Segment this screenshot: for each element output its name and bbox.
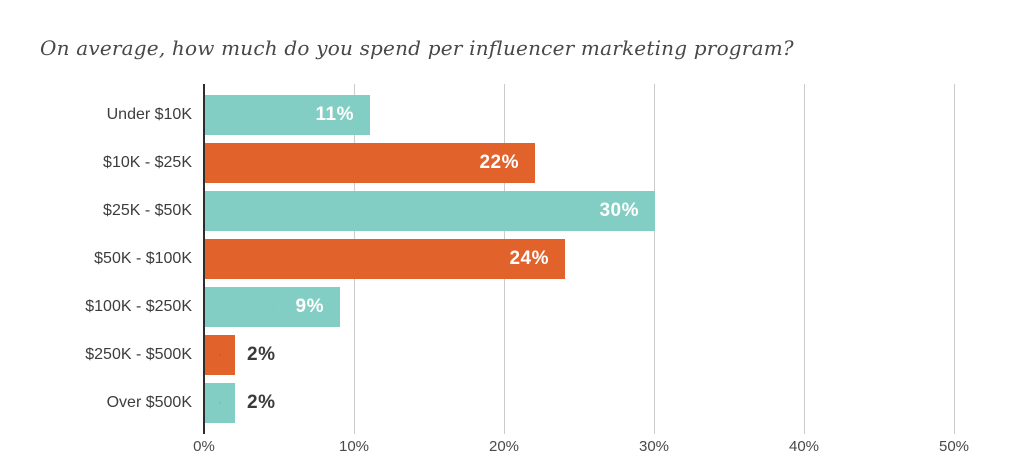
gridline (654, 84, 655, 434)
category-label: $100K - $250K (85, 298, 192, 315)
value-label: 22% (479, 152, 519, 173)
gridline (954, 84, 955, 434)
value-label: 24% (509, 248, 549, 269)
x-tick-label: 40% (788, 438, 820, 455)
x-tick-label: 20% (488, 438, 520, 455)
x-tick-label: 30% (638, 438, 670, 455)
category-label: $10K - $25K (103, 154, 192, 171)
bar: 24% (205, 239, 565, 279)
bar-row: $50K - $100K 24% (0, 239, 1024, 279)
gridline (804, 84, 805, 434)
chart-title: On average, how much do you spend per in… (40, 36, 794, 60)
category-label: $50K - $100K (94, 250, 192, 267)
x-tick-label: 10% (338, 438, 370, 455)
category-label: $250K - $500K (85, 346, 192, 363)
bar-row: Over $500K 2% (0, 383, 1024, 423)
x-tick-label: 0% (193, 438, 215, 455)
value-label: 9% (295, 296, 324, 317)
x-tick-label: 50% (938, 438, 970, 455)
category-label: Under $10K (106, 106, 192, 123)
category-label: Over $500K (106, 394, 192, 411)
value-label: 2% (247, 392, 276, 413)
bar: 11% (205, 95, 370, 135)
bar: 30% (205, 191, 655, 231)
plot-area: Under $10K 11% $10K - $25K 22% $25K - $50K 30… (0, 84, 1024, 434)
y-axis-line (203, 84, 205, 434)
bar-row: $100K - $250K 9% (0, 287, 1024, 327)
value-label: 30% (599, 200, 639, 221)
bar-row: $250K - $500K 2% (0, 335, 1024, 375)
bar: 22% (205, 143, 535, 183)
value-label: 11% (315, 104, 354, 125)
bar (205, 335, 235, 375)
bar-row: $25K - $50K 30% (0, 191, 1024, 231)
value-label: 2% (247, 344, 276, 365)
bar (205, 383, 235, 423)
category-label: $25K - $50K (103, 202, 192, 219)
bar-row: Under $10K 11% (0, 95, 1024, 135)
bar-row: $10K - $25K 22% (0, 143, 1024, 183)
x-axis-tick-labels: 0% 10% 20% 30% 40% 50% (0, 438, 1024, 462)
bar: 9% (205, 287, 340, 327)
